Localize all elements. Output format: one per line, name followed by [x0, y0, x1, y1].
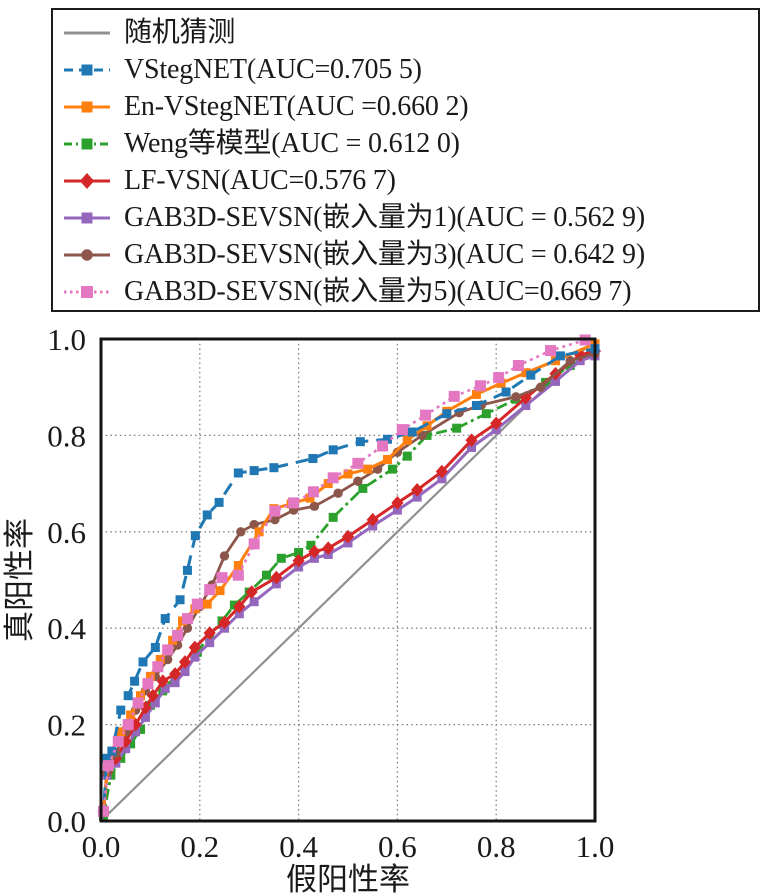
legend-label-lfvsn: LF-VSN(AUC=0.576 7): [124, 164, 396, 196]
legend-item-vstegnet: VStegNET(AUC=0.705 5): [63, 51, 758, 88]
x-tick-label: 0.2: [180, 829, 219, 864]
square-marker-icon: [64, 64, 110, 75]
x-tick-label: 0.6: [378, 829, 417, 864]
square-marker-icon: [64, 212, 110, 223]
legend-item-weng: Weng等模型(AUC = 0.612 0): [63, 125, 758, 162]
legend-label-weng: Weng等模型(AUC = 0.612 0): [124, 127, 460, 159]
legend-label-gab1: GAB3D-SEVSN(嵌入量为1)(AUC = 0.562 9): [124, 201, 645, 233]
legend-label-envstegnet: En-VStegNET(AUC =0.660 2): [124, 90, 469, 122]
legend-item-gab1: GAB3D-SEVSN(嵌入量为1)(AUC = 0.562 9): [63, 199, 758, 236]
circle-marker-icon: [64, 248, 110, 261]
plot-frame: [99, 337, 597, 823]
y-tick-label: 0.6: [47, 515, 86, 550]
y-tick-label: 1.0: [47, 322, 86, 357]
legend-label-random: 随机猜测: [124, 16, 236, 48]
legend-label-gab3: GAB3D-SEVSN(嵌入量为3)(AUC = 0.642 9): [124, 238, 645, 270]
legend-item-gab3: GAB3D-SEVSN(嵌入量为3)(AUC = 0.642 9): [63, 236, 758, 273]
legend-label-vstegnet: VStegNET(AUC=0.705 5): [124, 53, 422, 85]
legend-item-lfvsn: LF-VSN(AUC=0.576 7): [63, 162, 758, 199]
series-random: [100, 338, 596, 822]
x-tick-label: 0.8: [477, 829, 516, 864]
tick-labels: 0.0 0.2 0.4 0.6 0.8 1.0 0.0 0.2 0.4 0.6 0.8 1.0: [47, 322, 614, 864]
legend-item-envstegnet: En-VStegNET(AUC =0.660 2): [63, 88, 758, 125]
x-axis-label: 假阳性率: [286, 862, 410, 896]
square-marker-icon: [64, 138, 110, 149]
x-tick-label: 1.0: [576, 829, 615, 864]
y-tick-label: 0.8: [47, 418, 86, 453]
series-gab5: [97, 334, 591, 822]
y-tick-label: 0.0: [47, 804, 86, 839]
diamond-marker-icon: [64, 172, 110, 189]
square-marker-icon: [64, 285, 110, 298]
x-tick-label: 0.0: [82, 829, 121, 864]
square-marker-icon: [64, 101, 110, 112]
y-axis-label: 真阳性率: [2, 518, 37, 642]
y-tick-label: 0.2: [47, 708, 86, 743]
legend-item-gab5: GAB3D-SEVSN(嵌入量为5)(AUC=0.669 7): [63, 273, 758, 310]
legend-item-random: 随机猜测: [63, 14, 758, 51]
line-sample-icon: [64, 31, 110, 34]
legend: 随机猜测 VStegNET(AUC=0.705 5) En-VStegNET(AUC…: [51, 8, 760, 312]
x-tick-label: 0.4: [279, 829, 318, 864]
y-tick-label: 0.4: [47, 611, 86, 646]
legend-label-gab5: GAB3D-SEVSN(嵌入量为5)(AUC=0.669 7): [124, 275, 632, 307]
